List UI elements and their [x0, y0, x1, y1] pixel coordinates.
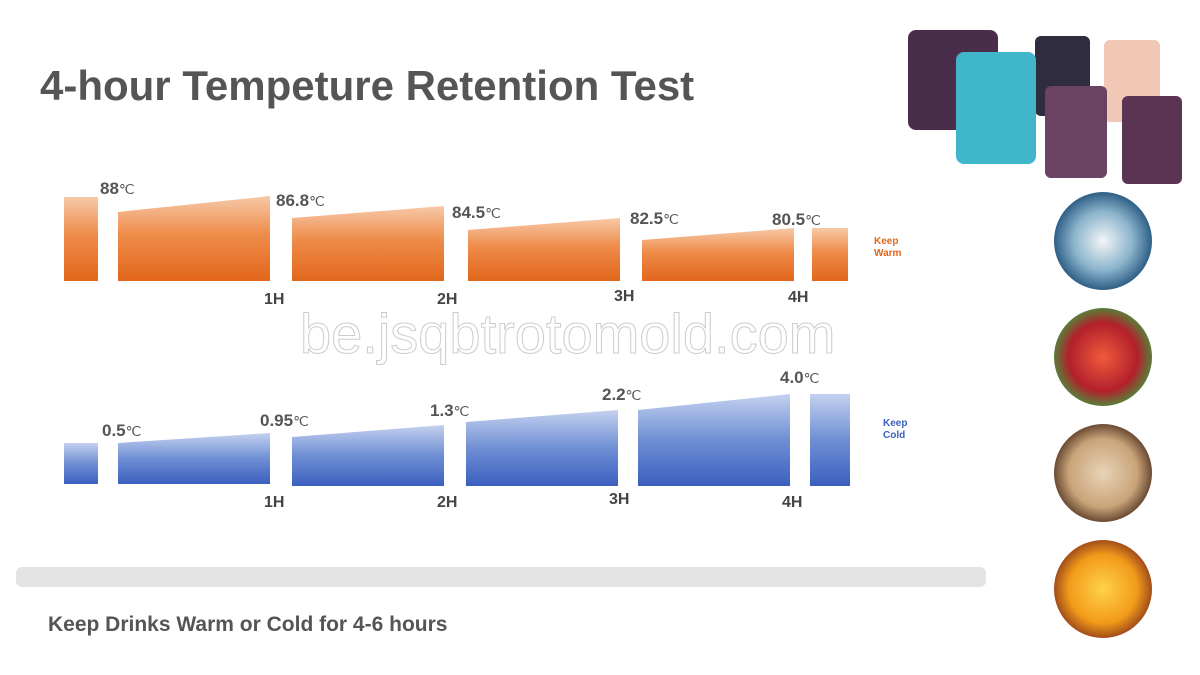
cold-segment [292, 425, 444, 486]
cold-bars [64, 394, 850, 486]
temperature-label: 0.5℃ [102, 421, 141, 440]
temperature-unit: ℃ [454, 403, 470, 419]
temperature-value: 1.3 [430, 401, 454, 420]
hour-label: 2H [437, 494, 457, 511]
temperature-value: 84.5 [452, 203, 485, 222]
drink-photo [1054, 424, 1152, 522]
warm-segment [812, 228, 848, 281]
cold-segment [118, 433, 270, 484]
temperature-label: 84.5℃ [452, 203, 501, 222]
temperature-label: 80.5℃ [772, 210, 821, 229]
warm-segment [118, 196, 270, 281]
temperature-label: 2.2℃ [602, 385, 641, 404]
temperature-label: 4.0℃ [780, 368, 819, 387]
hour-label: 2H [437, 291, 457, 308]
temperature-unit: ℃ [663, 211, 679, 227]
cold-segment [638, 394, 790, 486]
mode-label: Keep Warm [874, 236, 902, 259]
footer: Keep Drinks Warm or Cold for 4-6 hours [48, 613, 447, 636]
temperature-value: 0.95 [260, 411, 293, 430]
temperature-value: 82.5 [630, 209, 663, 228]
product-image [908, 30, 1182, 184]
hour-label: 3H [614, 288, 634, 305]
cold-segment [466, 410, 618, 486]
temperature-unit: ℃ [805, 212, 821, 228]
temperature-label: 1.3℃ [430, 401, 469, 420]
temperature-value: 88 [100, 179, 119, 198]
mode-label: Keep Cold [883, 418, 907, 441]
hour-label: 4H [782, 494, 802, 511]
hour-label: 4H [788, 289, 808, 306]
watermark: be.jsqbtrotomold.com [300, 302, 835, 365]
cold-segment [810, 394, 850, 486]
temperature-unit: ℃ [309, 193, 325, 209]
hour-label: 1H [264, 494, 284, 511]
temperature-value: 0.5 [102, 421, 126, 440]
temperature-value: 4.0 [780, 368, 804, 387]
temperature-value: 80.5 [772, 210, 805, 229]
temperature-unit: ℃ [804, 370, 820, 386]
temperature-label: 82.5℃ [630, 209, 679, 228]
temperature-value: 86.8 [276, 191, 309, 210]
cold-segment [64, 443, 98, 484]
drink-photo [1054, 192, 1152, 290]
warm-segment [468, 218, 620, 281]
drink-photo [1054, 540, 1152, 638]
title: 4-hour Tempeture Retention Test [40, 62, 694, 109]
temperature-unit: ℃ [626, 387, 642, 403]
drink-photo [1054, 308, 1152, 406]
warm-segment [642, 228, 794, 281]
divider-bar [16, 567, 986, 587]
temperature-unit: ℃ [485, 205, 501, 221]
temperature-label: 0.95℃ [260, 411, 309, 430]
temperature-label: 86.8℃ [276, 191, 325, 210]
temperature-unit: ℃ [293, 413, 309, 429]
warm-segment [64, 197, 98, 281]
temperature-value: 2.2 [602, 385, 626, 404]
hour-label: 1H [264, 291, 284, 308]
temperature-label: 88℃ [100, 179, 135, 198]
warm-segment [292, 206, 444, 281]
temperature-unit: ℃ [126, 423, 142, 439]
temperature-unit: ℃ [119, 181, 135, 197]
hour-label: 3H [609, 491, 629, 508]
warm-bars [64, 196, 848, 281]
